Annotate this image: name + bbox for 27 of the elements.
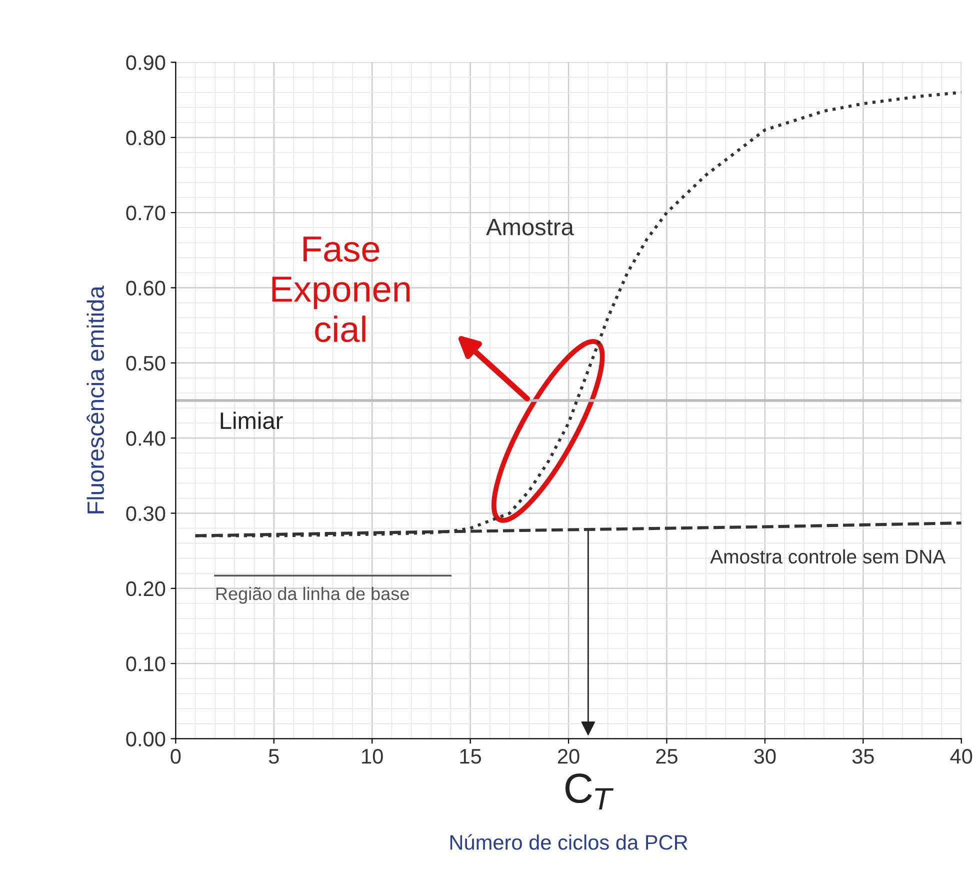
y-tick-label: 0.70: [126, 206, 166, 220]
x-tick-label: 25: [656, 748, 678, 764]
x-tick-label: 30: [754, 748, 776, 764]
y-tick-label: 0.40: [126, 431, 166, 446]
y-tick-label: 0.50: [126, 356, 166, 371]
y-tick-label: 0.60: [126, 280, 166, 296]
y-tick-label: 0.20: [126, 581, 166, 596]
x-tick-label: 0: [170, 748, 181, 764]
x-tick-label: 40: [950, 748, 972, 764]
x-tick-label: 15: [460, 749, 482, 764]
y-tick-label: 0.80: [126, 130, 166, 146]
text: Amostra: [486, 218, 574, 236]
x-tick-label: 5: [268, 749, 279, 764]
ref-line-label: Limiar: [220, 412, 283, 430]
series-label: Amostra controle sem DNA: [710, 549, 946, 564]
y-tick-label: 0.30: [126, 506, 166, 521]
y-tick-label: 0.90: [126, 55, 166, 70]
x-tick-label: 20: [558, 748, 580, 764]
x-tick-label: 35: [852, 748, 874, 764]
annotation: C$_{T}$: [565, 774, 614, 810]
x-axis-title: Número de ciclos da PCR: [450, 834, 688, 850]
y-tick-label: 0.00: [126, 732, 166, 746]
x-tick-label: 10: [362, 748, 383, 764]
y-tick-label: 0.10: [126, 656, 166, 672]
series-label: Região da linha de base: [216, 586, 409, 604]
y-axis-title: Fluorescência emitida: [86, 286, 104, 514]
annotation: Fase Exponen cial: [272, 236, 410, 342]
